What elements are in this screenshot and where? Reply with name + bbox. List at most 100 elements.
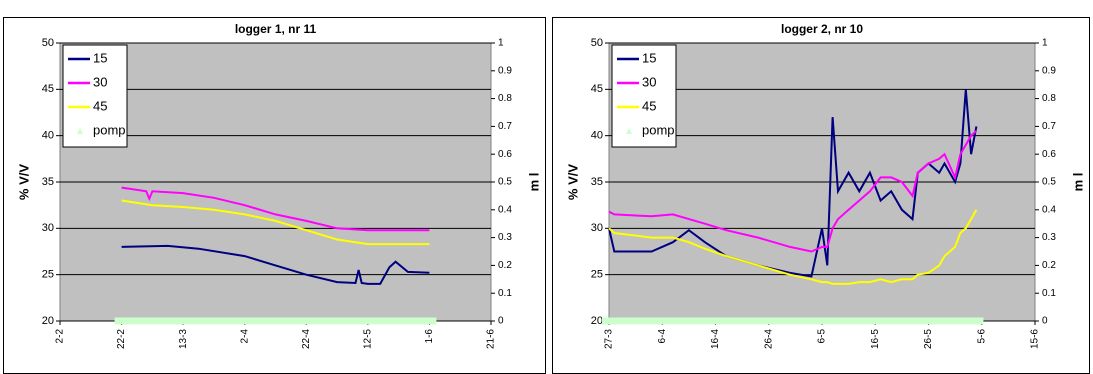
pump-marker bbox=[761, 317, 776, 325]
pump-marker bbox=[151, 317, 166, 325]
legend-label: 15 bbox=[93, 50, 107, 65]
x-tick-label: 22-4 bbox=[301, 329, 312, 349]
pump-marker bbox=[623, 317, 638, 325]
pump-marker bbox=[729, 317, 744, 325]
x-tick-label: 12-5 bbox=[362, 329, 373, 349]
y2-axis-label: m l bbox=[1070, 173, 1085, 192]
pump-marker bbox=[336, 317, 351, 325]
y2-tick-label: 0.9 bbox=[1042, 65, 1056, 76]
series-line bbox=[608, 130, 978, 253]
x-tick-label: 26-4 bbox=[763, 329, 774, 349]
legend-label: 30 bbox=[642, 74, 656, 89]
y-tick-label: 50 bbox=[42, 37, 54, 49]
y-tick-label: 40 bbox=[42, 130, 54, 142]
x-tick-label: 13-3 bbox=[178, 329, 189, 349]
legend-label: pomp bbox=[642, 122, 675, 137]
y2-tick-label: 0.1 bbox=[1042, 288, 1056, 299]
y-tick-label: 30 bbox=[591, 222, 603, 234]
y-tick-label: 50 bbox=[591, 37, 603, 49]
pump-marker bbox=[793, 317, 808, 325]
x-tick-label: 2-2 bbox=[55, 329, 66, 344]
legend-label: 45 bbox=[93, 98, 107, 113]
pump-marker bbox=[697, 317, 712, 325]
pump-marker bbox=[932, 317, 947, 325]
pump-marker bbox=[237, 317, 252, 325]
y2-tick-label: 0.2 bbox=[1042, 260, 1056, 271]
pump-marker bbox=[804, 317, 819, 325]
pump-marker bbox=[665, 317, 680, 325]
pump-marker bbox=[422, 317, 437, 325]
pump-marker bbox=[348, 317, 363, 325]
pump-marker bbox=[311, 317, 326, 325]
pump-marker bbox=[373, 317, 388, 325]
y2-tick-label: 0.1 bbox=[498, 288, 512, 299]
pump-marker bbox=[921, 317, 936, 325]
y-tick-label: 40 bbox=[591, 130, 603, 142]
series-line bbox=[121, 199, 430, 246]
pump-marker bbox=[969, 317, 984, 325]
pump-marker bbox=[825, 317, 840, 325]
y2-axis-label: m l bbox=[526, 173, 541, 192]
pump-marker bbox=[612, 317, 627, 325]
pump-marker bbox=[900, 317, 915, 325]
x-tick-label: 22-2 bbox=[116, 329, 127, 349]
pump-marker bbox=[751, 317, 766, 325]
y2-tick-label: 0.7 bbox=[498, 121, 512, 132]
pump-marker bbox=[139, 317, 154, 325]
y2-tick-label: 0.4 bbox=[1042, 204, 1056, 215]
pump-marker bbox=[213, 317, 228, 325]
pump-marker bbox=[676, 317, 691, 325]
y2-tick-label: 0.5 bbox=[1042, 177, 1056, 188]
pump-marker bbox=[274, 317, 289, 325]
pump-marker bbox=[286, 317, 301, 325]
pump-marker bbox=[868, 317, 883, 325]
y2-tick-label: 0.4 bbox=[498, 204, 512, 215]
x-tick-label: 6-5 bbox=[817, 329, 828, 344]
legend-box bbox=[611, 44, 677, 148]
pump-marker bbox=[262, 317, 277, 325]
pump-marker bbox=[953, 317, 968, 325]
legend-box bbox=[62, 44, 128, 148]
y2-tick-label: 0.7 bbox=[1042, 121, 1056, 132]
x-tick-label: 21-6 bbox=[486, 329, 497, 349]
chart: logger 2, nr 10 20 25 30 35 40 45 50 0 0.1 0.2 0.3 0… bbox=[552, 17, 1090, 374]
pump-marker bbox=[385, 317, 400, 325]
pump-marker bbox=[836, 317, 851, 325]
x-tick-label: 2-4 bbox=[239, 329, 250, 344]
x-tick-label: 16-5 bbox=[870, 329, 881, 349]
pump-marker bbox=[200, 317, 215, 325]
y-tick-label: 25 bbox=[42, 269, 54, 281]
series-line bbox=[121, 186, 430, 232]
pump-marker bbox=[910, 317, 925, 325]
chart-title: logger 1, nr 11 bbox=[235, 22, 317, 36]
x-tick-label: 16-4 bbox=[710, 329, 721, 349]
y2-tick-label: 0.9 bbox=[498, 65, 512, 76]
y-tick-label: 20 bbox=[591, 315, 603, 327]
y-tick-label: 35 bbox=[42, 176, 54, 188]
pump-marker bbox=[857, 317, 872, 325]
pump-marker bbox=[188, 317, 203, 325]
pump-marker bbox=[250, 317, 265, 325]
pump-marker bbox=[114, 317, 129, 325]
y-tick-label: 25 bbox=[591, 269, 603, 281]
pump-marker bbox=[126, 317, 141, 325]
pump-marker bbox=[323, 317, 338, 325]
y-tick-label: 35 bbox=[591, 176, 603, 188]
x-tick-label: 6-4 bbox=[657, 329, 668, 344]
pump-marker bbox=[602, 317, 616, 325]
pump-marker bbox=[846, 317, 861, 325]
x-tick-label: 1-6 bbox=[424, 329, 435, 344]
series-line bbox=[121, 244, 430, 285]
series-line bbox=[608, 89, 978, 278]
x-tick-label: 27-3 bbox=[604, 329, 615, 349]
pump-marker bbox=[942, 317, 957, 325]
pump-marker bbox=[783, 317, 798, 325]
pump-marker bbox=[397, 317, 412, 325]
pump-marker bbox=[299, 317, 314, 325]
y2-tick-label: 1 bbox=[498, 38, 504, 49]
y2-tick-label: 0.6 bbox=[498, 149, 512, 160]
legend-label: 15 bbox=[642, 50, 656, 65]
y2-tick-label: 0.5 bbox=[498, 177, 512, 188]
